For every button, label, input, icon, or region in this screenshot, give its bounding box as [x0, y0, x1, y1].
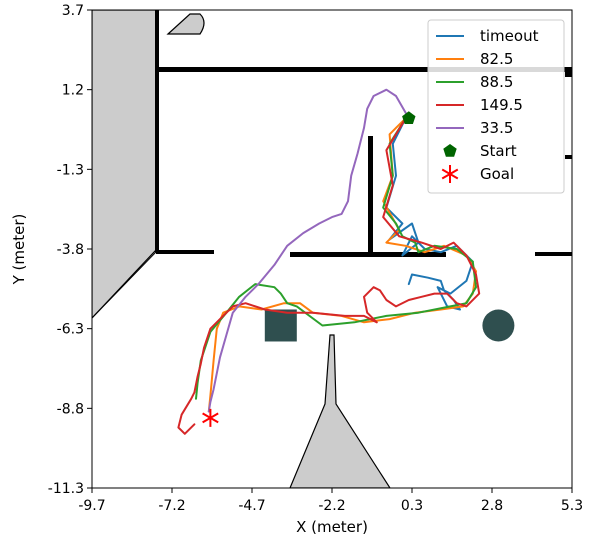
trajectory-series — [177, 88, 481, 435]
series-line-88.5 — [195, 117, 477, 400]
x-tick-label: -9.7 — [78, 498, 105, 514]
x-axis-label: X (meter) — [296, 518, 368, 536]
wall-right-short — [565, 155, 572, 159]
wall-right-stub — [565, 67, 572, 77]
series-line-33.5 — [207, 88, 410, 413]
x-tick-label: -7.2 — [158, 498, 185, 514]
y-ticks: 3.7 1.2 -1.3 -3.8 -6.3 -8.8 -11.3 — [48, 3, 92, 497]
legend-label: Goal — [480, 165, 514, 183]
goal-marker — [202, 412, 219, 424]
gray-region-top — [166, 13, 205, 35]
x-tick-label: -4.7 — [238, 498, 265, 514]
wall-right-lower-horizontal — [535, 252, 572, 256]
y-tick-label: -3.8 — [57, 242, 84, 258]
x-tick-label: 2.8 — [481, 498, 503, 514]
wall-left-vertical — [155, 10, 159, 252]
obstacles — [264, 309, 515, 342]
circle-obstacle — [482, 309, 515, 342]
legend-label: 82.5 — [480, 50, 513, 68]
x-tick-label: 5.3 — [561, 498, 583, 514]
walls — [155, 10, 572, 257]
y-axis-label: Y (meter) — [10, 214, 28, 286]
gray-region-left — [92, 10, 157, 319]
start-marker — [402, 111, 416, 124]
wall-top-horizontal — [158, 67, 572, 72]
square-obstacle — [264, 309, 297, 342]
legend-start-marker — [443, 144, 457, 157]
legend-box — [427, 19, 565, 194]
legend-label: 149.5 — [480, 96, 523, 114]
legend-label: 88.5 — [480, 73, 513, 91]
wall-center-vertical — [368, 136, 373, 254]
legend-label: Start — [480, 142, 517, 160]
start-goal-markers — [202, 111, 416, 427]
x-ticks: -9.7 -7.2 -4.7 -2.2 0.3 2.8 5.3 — [78, 488, 583, 514]
legend-goal-marker — [441, 168, 459, 180]
y-tick-label: 1.2 — [62, 83, 84, 99]
gray-region-bottom-triangle — [289, 334, 391, 488]
occupancy-map — [92, 10, 572, 488]
legend-label: 33.5 — [480, 119, 513, 137]
series-line-149.5 — [177, 117, 481, 435]
x-tick-label: 0.3 — [401, 498, 423, 514]
x-tick-label: -2.2 — [318, 498, 345, 514]
y-tick-label: 3.7 — [62, 3, 84, 19]
y-tick-label: -11.3 — [48, 481, 84, 497]
wall-left-lower-horizontal — [156, 250, 214, 254]
legend: timeout 82.5 88.5 149.5 33.5 Start Goal — [427, 19, 565, 194]
wall-middle-horizontal — [290, 252, 446, 257]
y-tick-label: -8.8 — [57, 401, 84, 417]
diagonal-wall — [92, 251, 157, 319]
y-tick-label: -6.3 — [57, 322, 84, 338]
legend-label: timeout — [480, 27, 539, 45]
y-tick-label: -1.3 — [57, 162, 84, 178]
